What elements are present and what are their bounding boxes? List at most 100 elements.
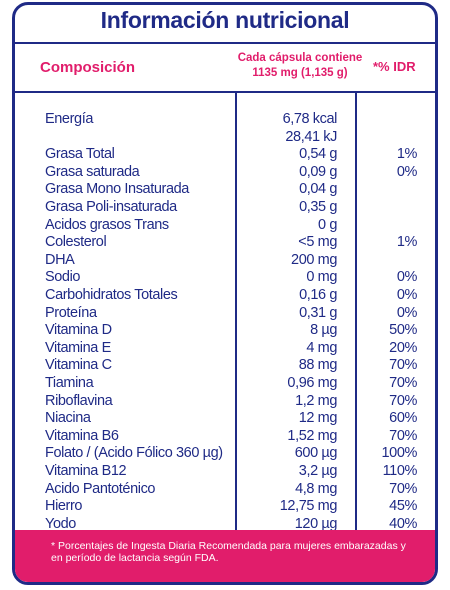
nutrient-amount: 6,78 kcal bbox=[282, 111, 338, 127]
table-row: Yodo 120 µg 40% bbox=[15, 516, 435, 532]
nutrient-name: Energía bbox=[45, 111, 93, 127]
nutrient-name: Grasa saturada bbox=[45, 163, 140, 180]
nutrient-idr: 50% bbox=[389, 322, 417, 339]
nutrient-name: Sodio bbox=[45, 269, 81, 286]
table-row: Grasa saturada 0,09 g 0% bbox=[15, 164, 435, 180]
nutrient-idr: 70% bbox=[389, 357, 417, 374]
nutrient-idr: 70% bbox=[389, 392, 417, 409]
nutrient-name: Carbohidratos Totales bbox=[45, 287, 178, 303]
table-row: Proteína 0,31 g 0% bbox=[15, 305, 435, 321]
table-row: Energía 6,78 kcal bbox=[15, 111, 435, 127]
nutrient-idr: 100% bbox=[381, 445, 418, 462]
footnote-line-2: en período de lactancia según FDA. bbox=[51, 552, 219, 564]
table-row: Acido Pantoténico 4,8 mg 70% bbox=[15, 481, 435, 497]
divider bbox=[15, 91, 435, 93]
nutrient-name: Vitamina D bbox=[45, 322, 112, 339]
nutrient-idr: 0% bbox=[396, 287, 418, 303]
nutrient-name: Riboflavina bbox=[45, 392, 113, 409]
table-row: Colesterol <5 mg 1% bbox=[15, 234, 435, 250]
table-row: Vitamina C 88 mg 70% bbox=[15, 357, 435, 373]
header-idr: *% IDR bbox=[373, 59, 416, 74]
footnote-line-1: * Porcentajes de Ingesta Diaria Recomend… bbox=[51, 540, 406, 552]
table-row: DHA 200 mg bbox=[15, 252, 435, 268]
nutrient-amount: 0,09 g bbox=[299, 163, 337, 180]
nutrient-name: Niacina bbox=[45, 410, 91, 427]
nutrient-amount: 1,52 mg bbox=[287, 427, 337, 444]
nutrient-amount: 0,31 g bbox=[299, 304, 337, 321]
table-row: Grasa Total 0,54 g 1% bbox=[15, 146, 435, 162]
table-row: Sodio 0 mg 0% bbox=[15, 269, 435, 285]
nutrient-amount: 3,2 µg bbox=[298, 463, 338, 479]
nutrient-name: Tiamina bbox=[45, 375, 94, 391]
nutrient-amount: 1,2 mg bbox=[295, 392, 337, 409]
nutrient-name: Grasa Total bbox=[45, 146, 115, 163]
nutrient-amount: 0,35 g bbox=[299, 199, 337, 215]
table-row: 28,41 kJ bbox=[15, 129, 435, 145]
nutrient-name: Grasa Poli-insaturada bbox=[45, 199, 177, 215]
table-row: Carbohidratos Totales 0,16 g 0% bbox=[15, 287, 435, 303]
nutrient-idr: 1% bbox=[396, 234, 418, 251]
nutrient-amount: 12,75 mg bbox=[279, 498, 338, 515]
nutrient-idr: 110% bbox=[382, 463, 418, 479]
table-row: Acidos grasos Trans 0 g bbox=[15, 217, 435, 233]
nutrient-idr: 40% bbox=[389, 515, 417, 532]
table-row: Riboflavina 1,2 mg 70% bbox=[15, 393, 435, 409]
table-row: Vitamina D 8 µg 50% bbox=[15, 322, 435, 338]
table-row: Grasa Mono Insaturada 0,04 g bbox=[15, 181, 435, 197]
table-row: Vitamina B12 3,2 µg 110% bbox=[15, 463, 435, 479]
page-title: Información nutricional bbox=[100, 7, 350, 33]
nutrient-name: Folato / (Acido Fólico 360 µg) bbox=[45, 445, 223, 462]
nutrient-name: Vitamina C bbox=[45, 357, 112, 374]
nutrient-idr: 20% bbox=[389, 339, 417, 356]
nutrient-name: Proteína bbox=[45, 304, 97, 321]
nutrient-amount: 0 g bbox=[318, 216, 337, 233]
nutrient-amount: <5 mg bbox=[298, 234, 337, 251]
header-amount-line2: 1135 mg (1,135 g) bbox=[252, 67, 348, 79]
footnote: * Porcentajes de Ingesta Diaria Recomend… bbox=[15, 530, 435, 582]
nutrient-amount: 4 mg bbox=[306, 339, 337, 356]
nutrient-amount: 4,8 mg bbox=[295, 480, 337, 497]
nutrient-amount: 120 µg bbox=[294, 515, 338, 532]
table-row: Tiamina 0,96 mg 70% bbox=[15, 375, 435, 391]
nutrient-amount: 28,41 kJ bbox=[285, 128, 337, 145]
divider bbox=[15, 42, 435, 44]
nutrient-name: Vitamina E bbox=[45, 339, 111, 356]
nutrient-amount: 0,04 g bbox=[299, 181, 337, 198]
nutrient-idr: 45% bbox=[389, 498, 417, 515]
nutrient-idr: 0% bbox=[396, 269, 418, 286]
table-row: Niacina 12 mg 60% bbox=[15, 410, 435, 426]
nutrient-name: Colesterol bbox=[45, 234, 107, 251]
column-divider bbox=[235, 93, 237, 537]
nutrient-idr: 0% bbox=[396, 304, 418, 321]
nutrition-label: Información nutricional Composición Cada… bbox=[12, 2, 438, 585]
table-row: Grasa Poli-insaturada 0,35 g bbox=[15, 199, 435, 215]
nutrient-amount: 600 µg bbox=[294, 445, 338, 462]
table-row: Folato / (Acido Fólico 360 µg) 600 µg 100% bbox=[15, 445, 435, 461]
nutrient-name: Hierro bbox=[45, 498, 83, 515]
nutrient-name: Vitamina B12 bbox=[45, 463, 127, 479]
nutrient-name: Grasa Mono Insaturada bbox=[45, 181, 189, 198]
nutrient-amount: 0 mg bbox=[306, 269, 337, 286]
table-row: Vitamina E 4 mg 20% bbox=[15, 340, 435, 356]
header-amount: Cada cápsula contiene 1135 mg (1,135 g) bbox=[235, 51, 365, 81]
nutrient-name: Yodo bbox=[45, 515, 76, 532]
nutrient-amount: 0,54 g bbox=[299, 146, 337, 163]
table-row: Vitamina B6 1,52 mg 70% bbox=[15, 428, 435, 444]
header-composicion: Composición bbox=[40, 59, 136, 76]
nutrient-idr: 70% bbox=[389, 427, 417, 444]
table-row: Hierro 12,75 mg 45% bbox=[15, 498, 435, 514]
nutrient-name: DHA bbox=[45, 251, 75, 268]
nutrient-name: Acido Pantoténico bbox=[45, 480, 156, 497]
nutrient-idr: 1% bbox=[396, 146, 418, 163]
nutrient-idr: 70% bbox=[389, 480, 417, 497]
nutrient-name: Acidos grasos Trans bbox=[45, 216, 169, 233]
nutrient-name: Vitamina B6 bbox=[45, 427, 119, 444]
nutrient-amount: 88 mg bbox=[298, 357, 338, 374]
nutrient-amount: 0,16 g bbox=[299, 287, 337, 303]
column-divider bbox=[355, 93, 357, 537]
nutrient-idr: 60% bbox=[389, 410, 417, 427]
nutrient-idr: 70% bbox=[389, 375, 417, 391]
nutrient-amount: 0,96 mg bbox=[287, 375, 337, 391]
nutrient-idr: 0% bbox=[396, 163, 418, 180]
nutrient-amount: 200 mg bbox=[291, 251, 337, 268]
